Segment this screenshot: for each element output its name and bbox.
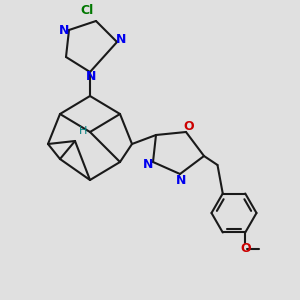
Text: N: N [176, 174, 187, 187]
Text: N: N [58, 23, 69, 37]
Text: N: N [86, 70, 97, 83]
Text: Cl: Cl [80, 4, 94, 17]
Text: N: N [142, 158, 153, 172]
Text: O: O [184, 119, 194, 133]
Text: O: O [240, 242, 250, 256]
Text: N: N [116, 33, 126, 46]
Text: H: H [79, 125, 88, 136]
